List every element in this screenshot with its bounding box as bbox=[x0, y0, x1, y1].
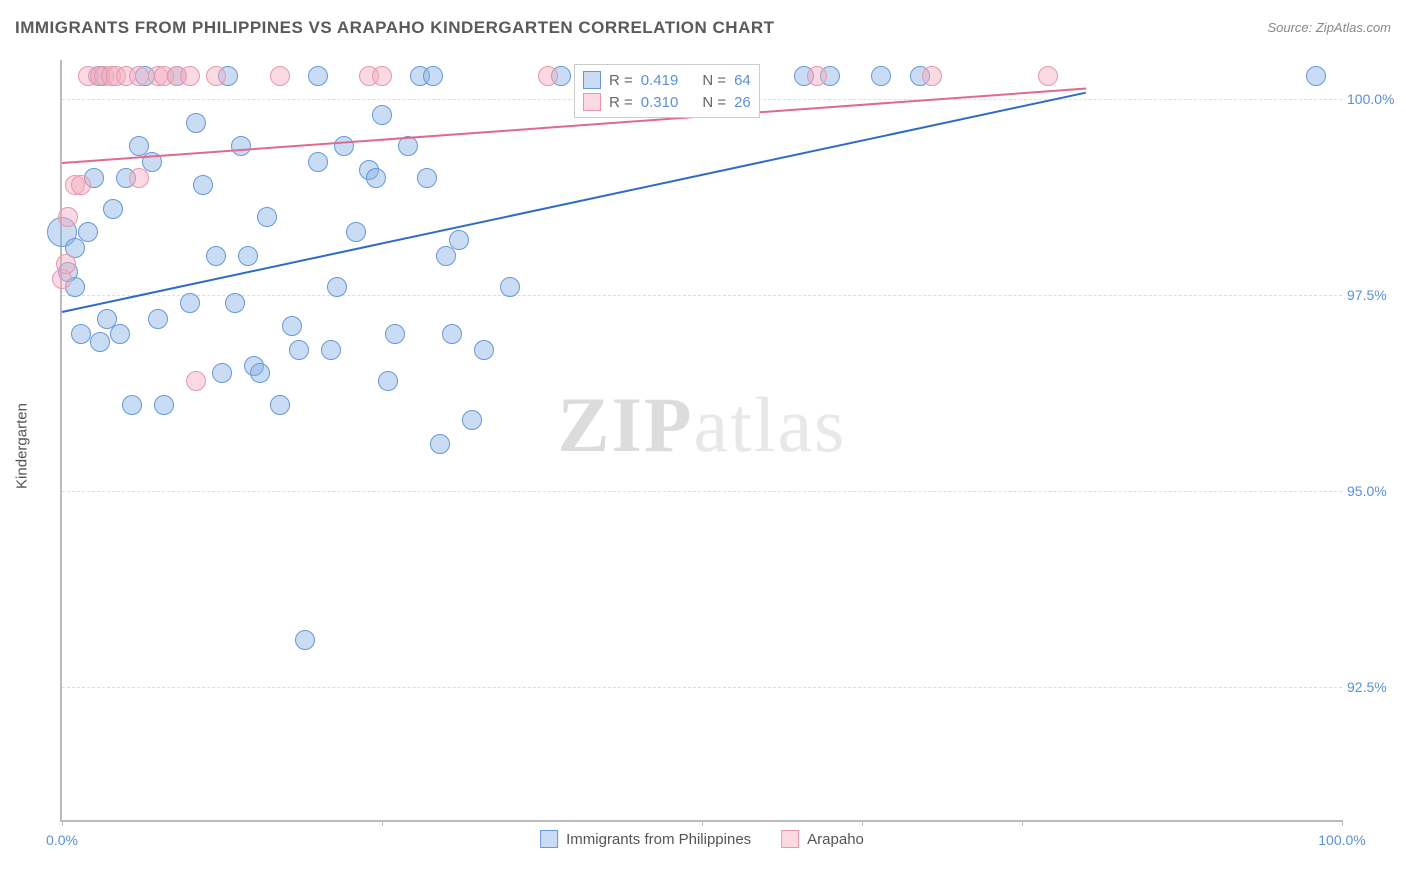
scatter-point bbox=[270, 395, 290, 415]
y-tick-label: 95.0% bbox=[1347, 483, 1402, 499]
y-tick-label: 92.5% bbox=[1347, 679, 1402, 695]
legend-r-label: R = bbox=[609, 72, 633, 89]
x-tick-mark bbox=[382, 820, 383, 826]
scatter-point bbox=[186, 113, 206, 133]
scatter-point bbox=[1306, 66, 1326, 86]
source-attribution: Source: ZipAtlas.com bbox=[1267, 20, 1391, 35]
scatter-point bbox=[327, 277, 347, 297]
scatter-point bbox=[257, 207, 277, 227]
scatter-point bbox=[334, 136, 354, 156]
legend-n-label: N = bbox=[702, 72, 726, 89]
scatter-point bbox=[56, 254, 76, 274]
legend-swatch bbox=[583, 71, 601, 89]
scatter-point bbox=[295, 630, 315, 650]
scatter-point bbox=[206, 246, 226, 266]
scatter-point bbox=[270, 66, 290, 86]
scatter-point bbox=[282, 316, 302, 336]
x-tick-mark bbox=[702, 820, 703, 826]
scatter-point bbox=[538, 66, 558, 86]
legend-r-label: R = bbox=[609, 94, 633, 111]
scatter-point bbox=[250, 363, 270, 383]
legend-n-label: N = bbox=[702, 94, 726, 111]
scatter-point bbox=[385, 324, 405, 344]
scatter-point bbox=[417, 168, 437, 188]
scatter-point bbox=[129, 168, 149, 188]
scatter-point bbox=[378, 371, 398, 391]
legend-item: Arapaho bbox=[781, 830, 864, 848]
scatter-point bbox=[1038, 66, 1058, 86]
scatter-point bbox=[871, 66, 891, 86]
watermark-atlas: atlas bbox=[694, 381, 847, 468]
legend-label: Immigrants from Philippines bbox=[566, 831, 751, 848]
legend-stats-box: R = 0.419 N = 64 R = 0.310 N = 26 bbox=[574, 64, 760, 118]
gridline-horizontal bbox=[62, 491, 1342, 492]
scatter-point bbox=[90, 332, 110, 352]
scatter-point bbox=[449, 230, 469, 250]
x-tick-label: 100.0% bbox=[1318, 832, 1365, 848]
scatter-point bbox=[78, 222, 98, 242]
legend-swatch bbox=[781, 830, 799, 848]
legend-n-value: 64 bbox=[734, 72, 751, 89]
legend-n-value: 26 bbox=[734, 94, 751, 111]
scatter-point bbox=[71, 175, 91, 195]
scatter-point bbox=[500, 277, 520, 297]
scatter-point bbox=[372, 105, 392, 125]
x-tick-mark bbox=[1022, 820, 1023, 826]
scatter-point bbox=[58, 207, 78, 227]
scatter-point bbox=[110, 324, 130, 344]
scatter-point bbox=[430, 434, 450, 454]
scatter-point bbox=[308, 152, 328, 172]
scatter-point bbox=[180, 293, 200, 313]
scatter-point bbox=[225, 293, 245, 313]
scatter-point bbox=[122, 395, 142, 415]
scatter-point bbox=[423, 66, 443, 86]
y-tick-label: 100.0% bbox=[1347, 91, 1402, 107]
legend-swatch bbox=[583, 93, 601, 111]
scatter-point bbox=[103, 199, 123, 219]
watermark: ZIPatlas bbox=[558, 380, 847, 470]
gridline-horizontal bbox=[62, 687, 1342, 688]
scatter-point bbox=[148, 309, 168, 329]
scatter-point bbox=[372, 66, 392, 86]
scatter-point bbox=[474, 340, 494, 360]
scatter-point bbox=[289, 340, 309, 360]
x-tick-mark bbox=[862, 820, 863, 826]
scatter-point bbox=[206, 66, 226, 86]
watermark-zip: ZIP bbox=[558, 381, 694, 468]
y-tick-label: 97.5% bbox=[1347, 287, 1402, 303]
legend-r-value: 0.419 bbox=[641, 72, 679, 89]
scatter-point bbox=[154, 395, 174, 415]
legend-stats-row: R = 0.310 N = 26 bbox=[583, 91, 751, 113]
x-tick-mark bbox=[62, 820, 63, 826]
scatter-point bbox=[212, 363, 232, 383]
scatter-point bbox=[346, 222, 366, 242]
scatter-point bbox=[807, 66, 827, 86]
gridline-horizontal bbox=[62, 295, 1342, 296]
header: IMMIGRANTS FROM PHILIPPINES VS ARAPAHO K… bbox=[15, 18, 1391, 48]
legend-label: Arapaho bbox=[807, 831, 864, 848]
y-axis-label: Kindergarten bbox=[14, 403, 31, 489]
x-tick-label: 0.0% bbox=[46, 832, 78, 848]
scatter-point bbox=[193, 175, 213, 195]
scatter-point bbox=[308, 66, 328, 86]
legend-bottom: Immigrants from Philippines Arapaho bbox=[540, 830, 864, 848]
scatter-point bbox=[186, 371, 206, 391]
chart-title: IMMIGRANTS FROM PHILIPPINES VS ARAPAHO K… bbox=[15, 18, 775, 37]
x-tick-mark bbox=[1342, 820, 1343, 826]
scatter-point bbox=[180, 66, 200, 86]
scatter-point bbox=[321, 340, 341, 360]
legend-item: Immigrants from Philippines bbox=[540, 830, 751, 848]
legend-swatch bbox=[540, 830, 558, 848]
scatter-point bbox=[129, 66, 149, 86]
scatter-point bbox=[922, 66, 942, 86]
scatter-point bbox=[442, 324, 462, 344]
legend-stats-row: R = 0.419 N = 64 bbox=[583, 69, 751, 91]
scatter-point bbox=[462, 410, 482, 430]
legend-r-value: 0.310 bbox=[641, 94, 679, 111]
scatter-point bbox=[71, 324, 91, 344]
scatter-point bbox=[238, 246, 258, 266]
scatter-point bbox=[366, 168, 386, 188]
scatter-point bbox=[231, 136, 251, 156]
scatter-chart: ZIPatlas 92.5%95.0%97.5%100.0%0.0%100.0%… bbox=[60, 60, 1342, 822]
